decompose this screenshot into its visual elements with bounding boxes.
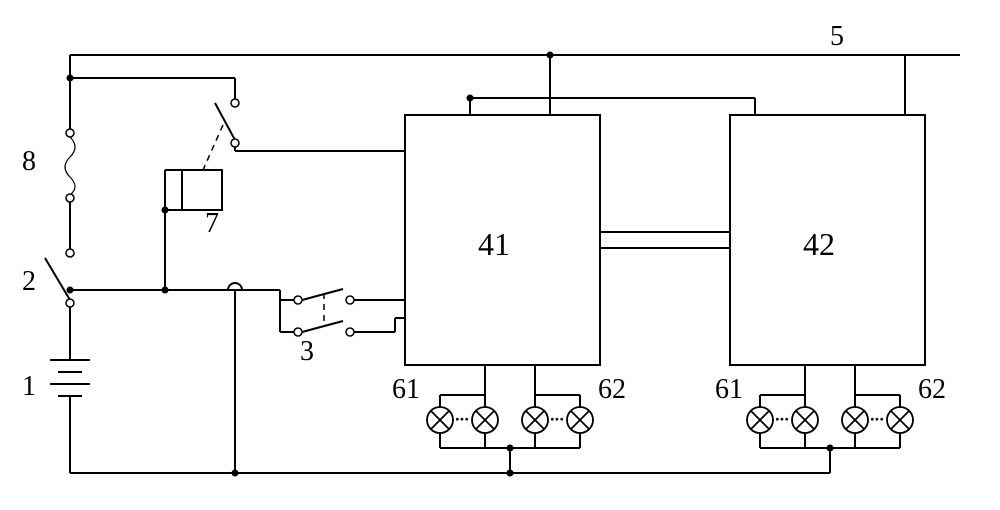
switch-label: 2	[22, 266, 36, 297]
block-42: 42	[730, 115, 925, 365]
lamp-icon	[522, 407, 548, 433]
svg-text:···: ···	[550, 413, 564, 428]
bottom-rail	[70, 470, 830, 477]
lamp-icon	[747, 407, 773, 433]
svg-text:···: ···	[775, 413, 789, 428]
battery-label: 1	[22, 371, 36, 402]
lamp-icon	[427, 407, 453, 433]
lamp-icon	[842, 407, 868, 433]
svg-text:···: ···	[455, 413, 469, 428]
lamp-group-42: ··· ··· 61 62	[715, 365, 946, 473]
block41-label: 41	[478, 226, 510, 262]
lamp62-label-2: 62	[918, 374, 946, 405]
dpst-label: 3	[300, 336, 314, 367]
dpst-switch: 3	[280, 289, 405, 367]
relay-label: 7	[205, 208, 219, 239]
lamp-icon	[472, 407, 498, 433]
mid-node	[67, 283, 281, 473]
circuit-diagram: 5 8 2 1	[0, 0, 1000, 510]
svg-text:···: ···	[870, 413, 884, 428]
lamp-icon	[567, 407, 593, 433]
bus-label: 5	[830, 21, 844, 52]
lamp61-label-2: 61	[715, 374, 743, 405]
fuse-label: 8	[22, 146, 36, 177]
block-41: 41	[405, 115, 730, 365]
lamp-group-41: ··· ··· 61 62	[392, 365, 626, 477]
lamp-icon	[887, 407, 913, 433]
lamp-icon	[792, 407, 818, 433]
lamp62-label-1: 62	[598, 374, 626, 405]
lamp61-label-1: 61	[392, 374, 420, 405]
block42-label: 42	[803, 226, 835, 262]
bus-rail: 5	[70, 21, 960, 115]
left-column: 8 2 1	[22, 78, 90, 473]
